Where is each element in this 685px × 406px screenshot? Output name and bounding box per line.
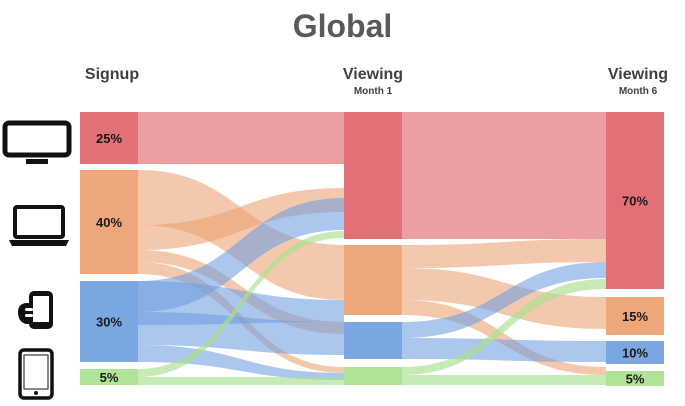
node-month1-tv [344,112,402,239]
flow-month1-to-month6-tablet-18 [402,375,606,385]
flow-signup-to-month1-laptop-1 [138,170,344,300]
node-month6-tablet [606,371,664,386]
flow-month1-to-month6-tv-11 [402,112,606,239]
month6-label: Viewing [607,66,669,83]
node-signup-phone [80,281,138,362]
node-label-signup-laptop: 40% [96,215,122,230]
node-label-signup-phone: 30% [96,315,122,330]
node-month6-phone [606,341,664,364]
flow-signup-to-month1-tablet-10 [138,377,344,385]
flow-month1-to-month6-phone-15 [402,262,606,338]
node-month1-phone [344,322,402,359]
flow-signup-to-month1-laptop-2 [138,188,344,250]
flow-signup-to-month1-tv-0 [138,112,344,164]
column-header-month1: Viewing Month 1 [330,66,416,97]
flow-month1-to-month6-phone-16 [402,338,606,362]
phone-icon [18,291,53,329]
node-label-month6-tv: 70% [622,194,648,209]
flow-signup-to-month1-tablet-9 [138,231,344,377]
node-signup-tablet [80,369,138,385]
node-month1-tablet [344,367,402,385]
node-signup-laptop [80,170,138,274]
flow-month1-to-month6-tablet-17 [402,279,606,375]
node-signup-tv [80,112,138,164]
node-label-signup-tv: 25% [96,131,122,146]
node-month6-tv [606,112,664,289]
node-label-signup-tablet: 5% [100,370,119,385]
column-header-month6: Viewing Month 6 [595,66,681,97]
node-month1-laptop [344,245,402,315]
flow-month1-to-month6-laptop-12 [402,239,606,268]
tv-icon [2,120,72,164]
tablet-icon [18,348,54,400]
signup-label: Signup [84,66,140,83]
month6-sublabel: Month 6 [618,86,658,97]
node-label-month6-phone: 10% [622,346,648,361]
column-header-signup: Signup [80,66,144,84]
flow-signup-to-month1-phone-7 [138,312,344,355]
month1-sublabel: Month 1 [353,86,393,97]
month1-label: Viewing [342,66,404,83]
node-label-month6-tablet: 5% [626,372,645,387]
laptop-icon [9,205,69,246]
node-label-month6-laptop: 15% [622,309,648,324]
flow-signup-to-month1-phone-8 [138,345,344,380]
node-month6-laptop [606,297,664,335]
flow-signup-to-month1-phone-6 [138,198,344,312]
chart-title: Global [292,8,393,44]
